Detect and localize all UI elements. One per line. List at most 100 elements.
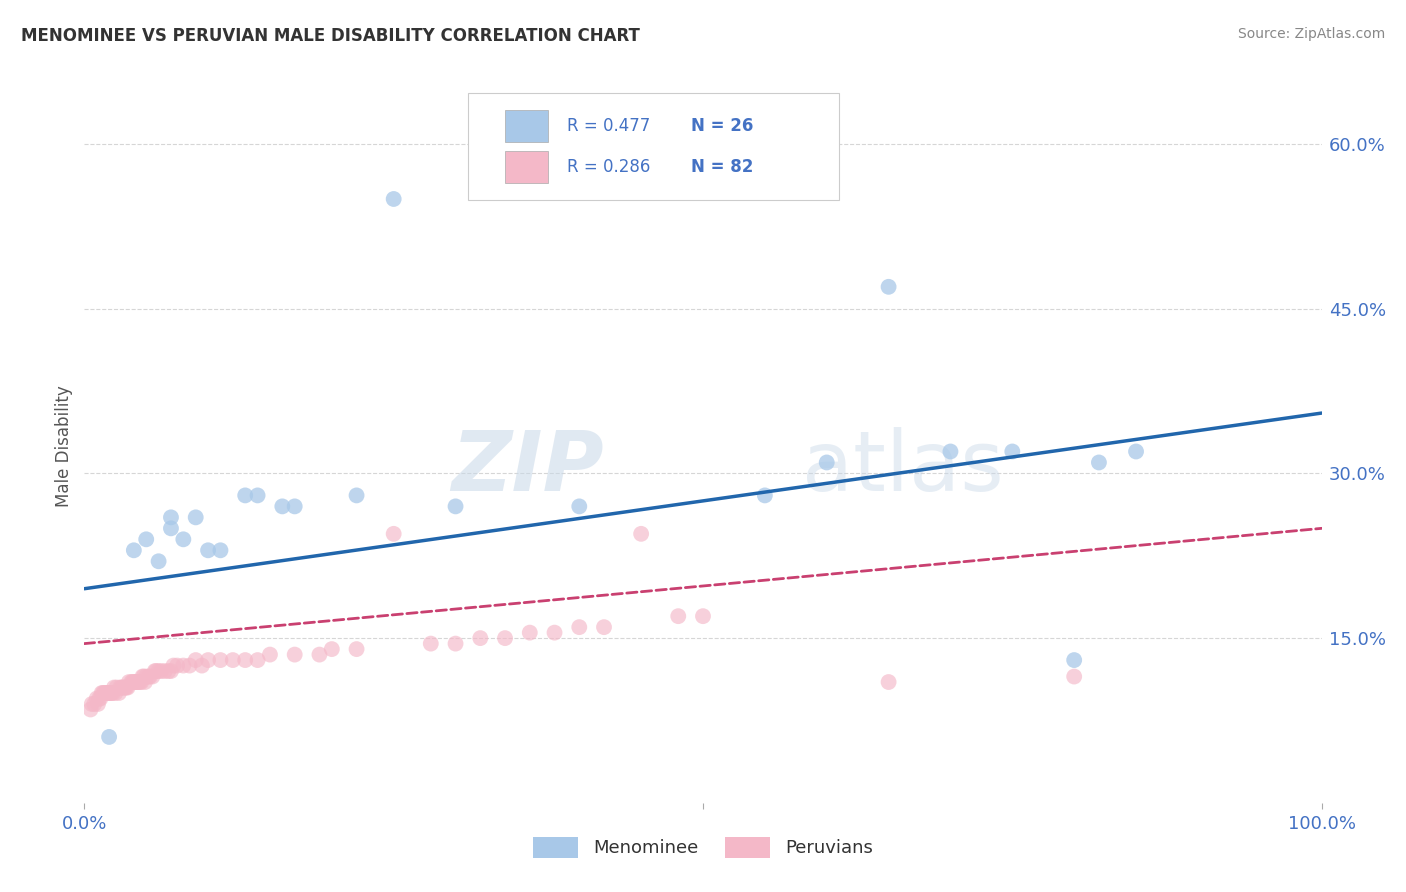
Text: atlas: atlas — [801, 427, 1004, 508]
Point — [138, 669, 160, 683]
Point — [382, 192, 405, 206]
Point — [1063, 653, 1085, 667]
Point — [494, 631, 516, 645]
Point — [692, 609, 714, 624]
Point — [115, 681, 138, 695]
Point — [145, 664, 167, 678]
Point — [172, 658, 194, 673]
Point — [148, 664, 170, 678]
Point — [108, 686, 131, 700]
Point — [97, 686, 120, 700]
Point — [89, 691, 111, 706]
Point — [127, 675, 149, 690]
FancyBboxPatch shape — [468, 93, 839, 200]
Point — [80, 697, 103, 711]
Point — [121, 675, 143, 690]
Point — [83, 697, 105, 711]
Point — [444, 637, 467, 651]
Point — [131, 669, 153, 683]
Point — [150, 664, 173, 678]
Point — [184, 653, 207, 667]
Point — [128, 675, 150, 690]
Point — [153, 664, 176, 678]
Point — [94, 686, 117, 700]
Point — [470, 631, 492, 645]
Text: N = 82: N = 82 — [690, 158, 754, 176]
Text: ZIP: ZIP — [451, 427, 605, 508]
Point — [197, 543, 219, 558]
Point — [754, 488, 776, 502]
Point — [148, 554, 170, 568]
Point — [939, 444, 962, 458]
Point — [98, 686, 121, 700]
Point — [104, 686, 127, 700]
Point — [222, 653, 245, 667]
Y-axis label: Male Disability: Male Disability — [55, 385, 73, 507]
Point — [321, 642, 343, 657]
Point — [87, 697, 110, 711]
Point — [1125, 444, 1147, 458]
Point — [103, 681, 125, 695]
Point — [114, 681, 136, 695]
Point — [271, 500, 294, 514]
Point — [91, 686, 114, 700]
Point — [179, 658, 201, 673]
Point — [160, 521, 183, 535]
Point — [346, 488, 368, 502]
Point — [815, 455, 838, 469]
Point — [122, 675, 145, 690]
Point — [543, 625, 565, 640]
Legend: Menominee, Peruvians: Menominee, Peruvians — [526, 830, 880, 865]
Point — [346, 642, 368, 657]
Point — [246, 488, 269, 502]
Point — [79, 702, 101, 716]
Point — [134, 675, 156, 690]
Point — [160, 510, 183, 524]
Point — [233, 488, 256, 502]
Point — [209, 653, 232, 667]
Point — [120, 675, 142, 690]
Point — [419, 637, 441, 651]
Point — [630, 526, 652, 541]
Point — [284, 648, 307, 662]
Point — [593, 620, 616, 634]
Text: MENOMINEE VS PERUVIAN MALE DISABILITY CORRELATION CHART: MENOMINEE VS PERUVIAN MALE DISABILITY CO… — [21, 27, 640, 45]
Point — [98, 730, 121, 744]
Point — [162, 658, 184, 673]
Point — [125, 675, 148, 690]
Point — [117, 681, 139, 695]
Text: Source: ZipAtlas.com: Source: ZipAtlas.com — [1237, 27, 1385, 41]
Point — [100, 686, 122, 700]
Point — [308, 648, 330, 662]
Point — [284, 500, 307, 514]
Point — [568, 500, 591, 514]
Point — [157, 664, 180, 678]
Point — [122, 543, 145, 558]
Point — [259, 648, 281, 662]
Point — [110, 681, 132, 695]
Point — [877, 675, 900, 690]
Point — [132, 669, 155, 683]
Point — [166, 658, 188, 673]
Point — [118, 675, 141, 690]
Point — [93, 686, 115, 700]
Bar — [505, 110, 548, 142]
Point — [129, 675, 152, 690]
Point — [568, 620, 591, 634]
Point — [110, 681, 132, 695]
Point — [143, 664, 166, 678]
Point — [135, 669, 157, 683]
Point — [666, 609, 689, 624]
Point — [209, 543, 232, 558]
Text: R = 0.477: R = 0.477 — [567, 117, 650, 135]
Point — [444, 500, 467, 514]
Point — [98, 686, 121, 700]
Point — [101, 686, 124, 700]
Bar — [505, 151, 548, 183]
Point — [112, 681, 135, 695]
Point — [135, 533, 157, 547]
Text: R = 0.286: R = 0.286 — [567, 158, 650, 176]
Point — [105, 681, 128, 695]
Point — [184, 510, 207, 524]
Point — [141, 669, 163, 683]
